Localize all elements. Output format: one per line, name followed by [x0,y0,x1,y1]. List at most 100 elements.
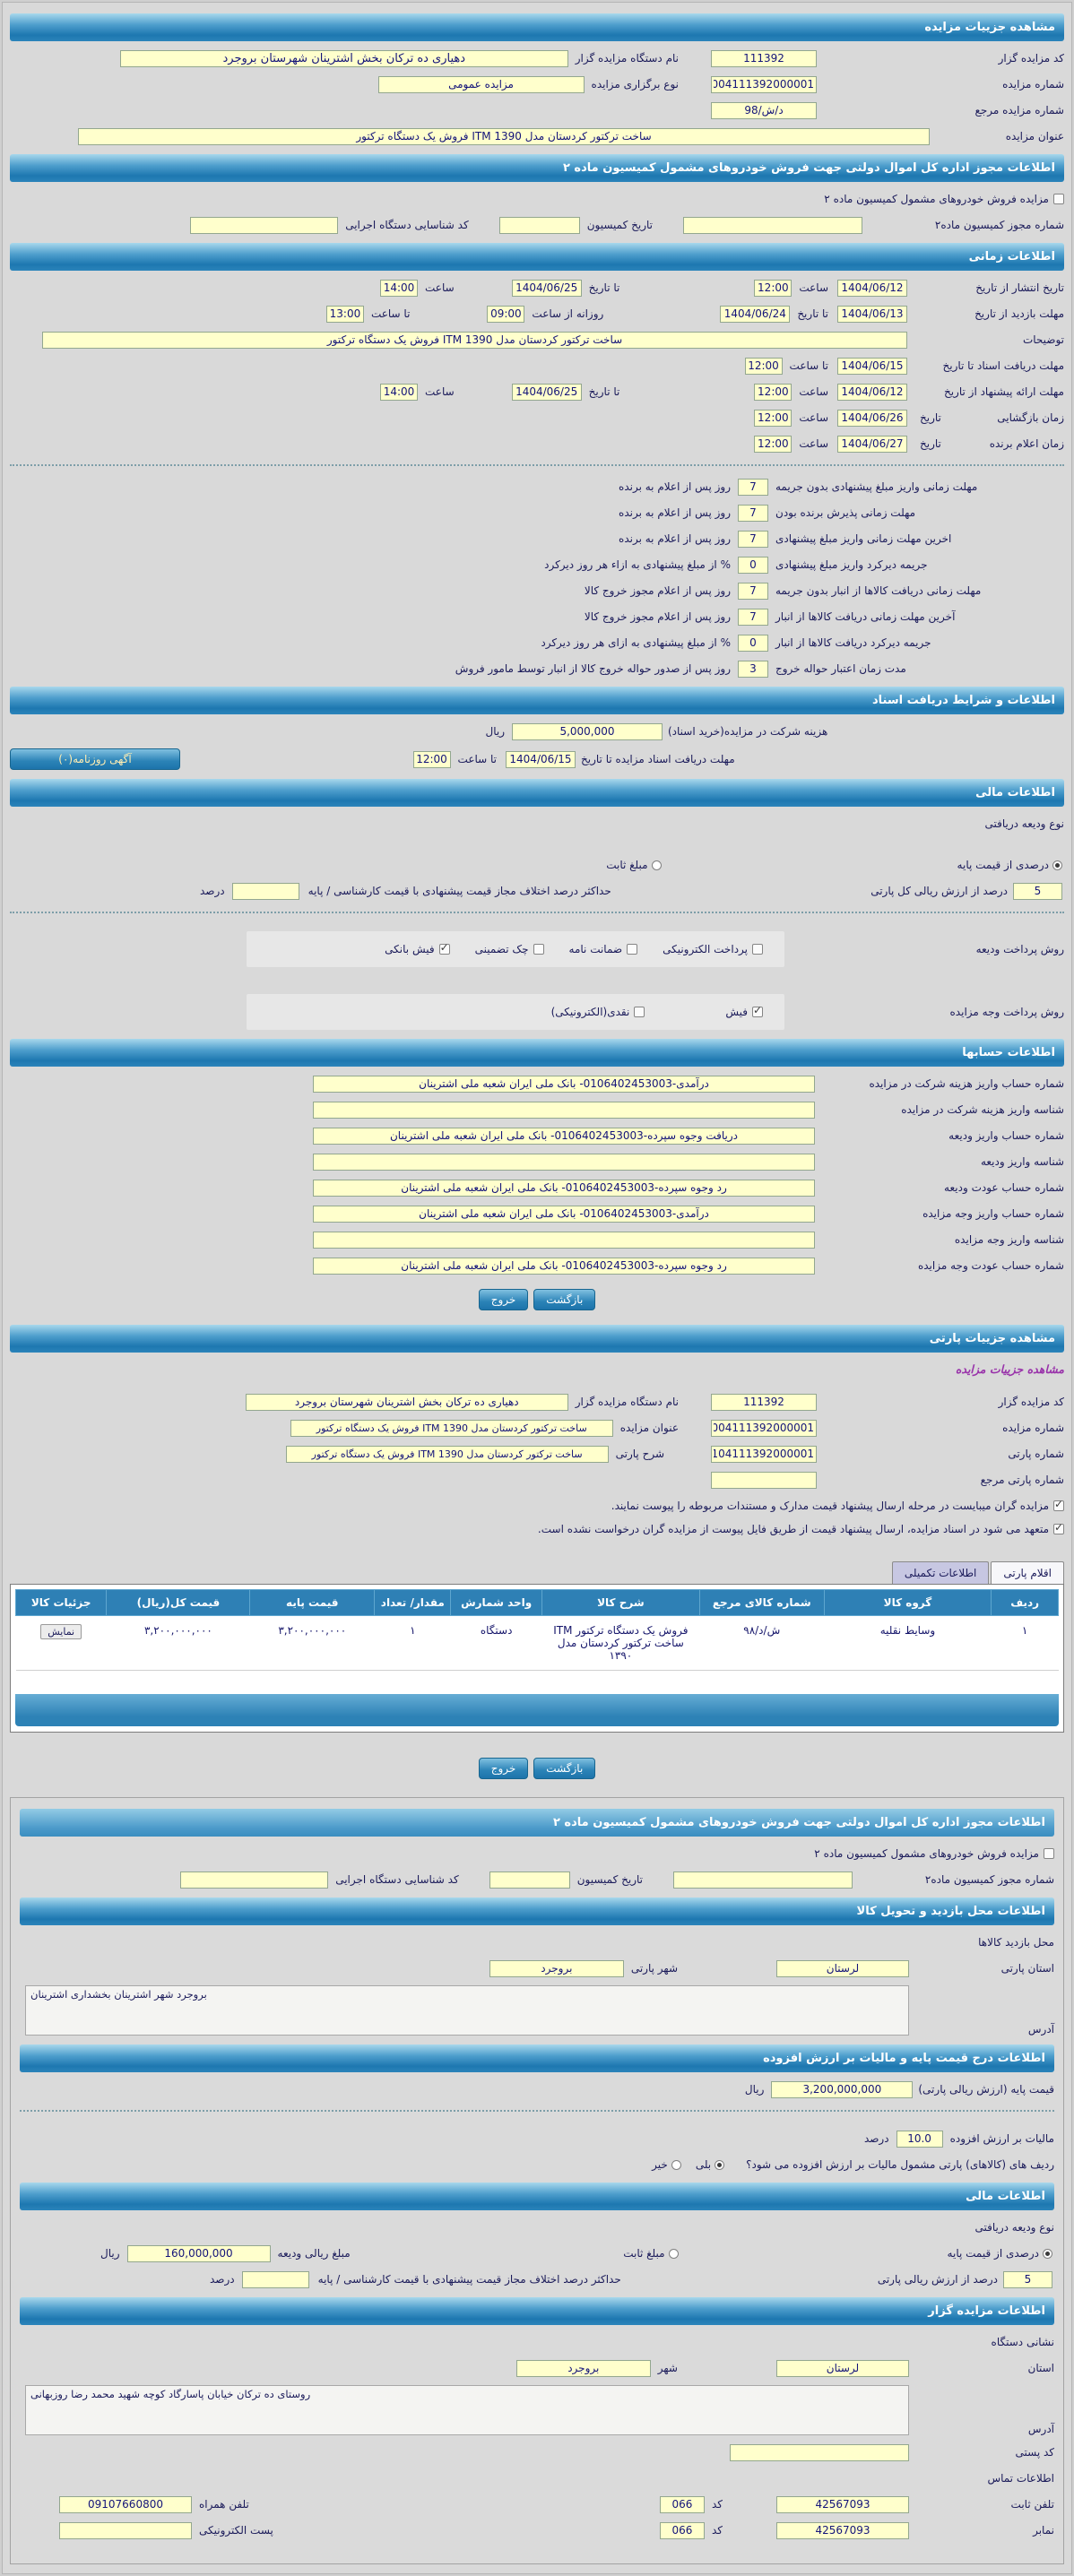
account-input[interactable] [313,1153,815,1171]
visit-daily-from-input[interactable] [487,305,525,323]
auction-title-input[interactable] [78,127,930,145]
winner-date-input[interactable] [837,435,907,453]
party-ref-input[interactable] [711,1471,817,1489]
vat-input[interactable] [896,2130,943,2148]
postal-code-input[interactable] [730,2443,909,2461]
tab-extra-info[interactable]: اطلاعات تکمیلی [891,1561,990,1584]
party-auction-number-input[interactable] [711,1419,817,1437]
deposit-percent-input[interactable] [1013,882,1062,900]
phone-code-input[interactable] [659,2495,705,2513]
deposit2-fixed-radio[interactable] [668,2248,679,2259]
permit-no-input[interactable] [683,216,862,234]
auction-number-input[interactable] [711,75,817,93]
email-input[interactable] [59,2521,192,2539]
account-input[interactable] [313,1231,815,1249]
agency-name-input[interactable] [119,49,568,67]
cash-electronic-checkbox[interactable] [634,1007,645,1017]
commission-date-input[interactable] [498,216,580,234]
permit2-no-input[interactable] [673,1871,853,1889]
permit2-checkbox[interactable] [1044,1848,1054,1859]
visit-from-date-input[interactable] [837,305,907,323]
publish-from-date-input[interactable] [837,279,907,297]
publish-to-time-input[interactable] [380,279,418,297]
offer-to-date-input[interactable] [511,383,582,401]
offer-from-time-input[interactable] [754,383,793,401]
party-desc-input[interactable] [285,1445,609,1463]
visit-to-date-input[interactable] [720,305,791,323]
deadline-input[interactable] [738,608,768,626]
org-city-input[interactable] [515,2359,651,2377]
commission2-date-input[interactable] [489,1871,570,1889]
visit-address-textarea[interactable]: بروجرد شهر اشترینان بخشداری اشترینان [25,1985,909,2036]
fax-code-input[interactable] [659,2521,705,2539]
fax-input[interactable] [776,2521,909,2539]
deposit2-percent-radio[interactable] [1043,2248,1052,2259]
deadline-input[interactable] [738,530,768,548]
guarantee-checkbox[interactable] [627,944,638,955]
party-auction-title-input[interactable] [290,1419,613,1437]
vat-yes-radio[interactable] [715,2159,725,2170]
certified-check-checkbox[interactable] [533,944,544,955]
opening-time-input[interactable] [754,409,793,427]
opening-date-input[interactable] [837,409,907,427]
max-diff-input[interactable] [231,882,299,900]
deposit-fixed-radio[interactable] [651,860,662,870]
epay-checkbox[interactable] [752,944,763,955]
deadline-input[interactable] [738,504,768,522]
account-input[interactable] [313,1205,815,1223]
account-input[interactable] [313,1075,815,1093]
participation-fee-input[interactable] [512,722,663,740]
deposit-percent-radio[interactable] [1052,860,1062,870]
attach-docs-checkbox[interactable] [1053,1498,1064,1511]
deposit2-percent-input[interactable] [1003,2270,1052,2288]
deadline-input[interactable] [738,556,768,574]
newspaper-ads-button[interactable]: آگهی روزنامه(۰) [10,748,180,770]
account-input[interactable] [313,1179,815,1197]
party-city-input[interactable] [489,1959,624,1977]
deadline-input[interactable] [738,582,768,600]
offer-from-date-input[interactable] [837,383,907,401]
bidder-code-input[interactable] [711,49,817,67]
slip-checkbox[interactable] [752,1004,763,1017]
deadline-input[interactable] [738,478,768,496]
docs-receive-date-input[interactable] [837,357,907,375]
base-price-input[interactable] [771,2080,914,2098]
party-bidder-code-input[interactable] [711,1393,817,1411]
auction-ref-input[interactable] [711,101,817,119]
back-button[interactable]: بازگشت [533,1289,596,1310]
org-address-textarea[interactable]: روستای ده ترکان خیابان پاسارگاد کوچه شهی… [25,2385,909,2435]
auction-type-input[interactable] [377,75,585,93]
exit-button[interactable]: خروج [478,1758,529,1779]
party-agency-input[interactable] [245,1393,568,1411]
party-number-input[interactable] [711,1445,817,1463]
tab-party-items[interactable]: اقلام پارتی [991,1561,1064,1584]
publish-to-date-input[interactable] [511,279,582,297]
account-input[interactable] [313,1101,815,1119]
max-diff2-input[interactable] [241,2270,309,2288]
deadline-input[interactable] [738,634,768,652]
permit-checkbox[interactable] [1053,194,1064,204]
account-input[interactable] [313,1127,815,1145]
back-button[interactable]: بازگشت [533,1758,596,1779]
vat-no-radio[interactable] [671,2159,681,2170]
visit-daily-to-input[interactable] [325,305,364,323]
description-input[interactable] [42,331,907,349]
exec-id-input[interactable] [190,216,339,234]
docs-deadline-time-input[interactable] [412,750,451,768]
exit-button[interactable]: خروج [478,1289,529,1310]
org-province-input[interactable] [776,2359,909,2377]
winner-time-input[interactable] [754,435,793,453]
mobile-input[interactable] [59,2495,192,2513]
deadline-input[interactable] [738,660,768,678]
no-file-offer-checkbox[interactable] [1053,1521,1064,1534]
bank-slip-checkbox[interactable] [438,941,450,955]
show-item-details-button[interactable]: نمایش [40,1624,82,1639]
phone-input[interactable] [776,2495,909,2513]
auction-details-link[interactable]: مشاهده جزییات مزایده [955,1362,1064,1376]
exec2-id-input[interactable] [180,1871,329,1889]
account-input[interactable] [313,1257,815,1275]
docs-deadline-date-input[interactable] [506,750,576,768]
publish-from-time-input[interactable] [754,279,793,297]
party-province-input[interactable] [776,1959,909,1977]
deposit2-amount-input[interactable] [126,2244,271,2262]
